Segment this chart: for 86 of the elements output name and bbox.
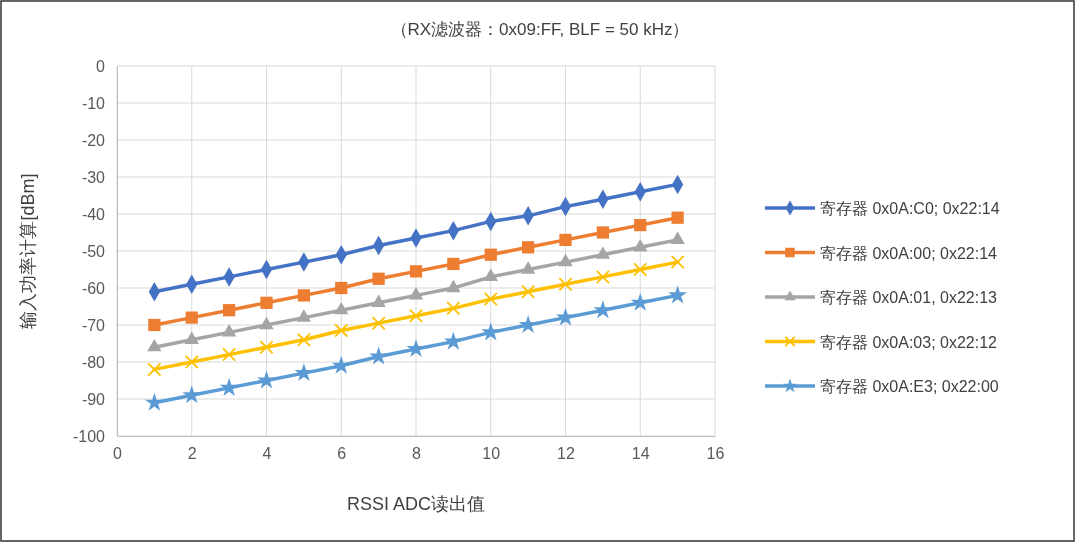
point xyxy=(593,300,613,319)
point xyxy=(147,362,162,377)
point xyxy=(221,324,237,337)
point xyxy=(522,241,535,254)
x-tick-label: 6 xyxy=(337,445,347,463)
point xyxy=(369,346,389,365)
point xyxy=(447,257,460,271)
point xyxy=(558,277,573,292)
y-tick-label: -80 xyxy=(81,353,106,371)
point xyxy=(148,318,161,332)
point xyxy=(294,363,314,382)
y-tick-label: -60 xyxy=(81,279,106,297)
point xyxy=(596,226,609,239)
x-tick-label: 0 xyxy=(113,445,123,463)
point xyxy=(634,218,647,232)
x-tick-label: 12 xyxy=(557,445,575,463)
point xyxy=(559,233,572,247)
point xyxy=(147,338,162,352)
point xyxy=(334,323,349,338)
y-tick-label: -90 xyxy=(81,390,106,408)
point xyxy=(670,255,685,270)
y-tick-label: -100 xyxy=(72,427,106,445)
point xyxy=(446,301,461,316)
y-tick-label: 0 xyxy=(96,57,106,75)
point xyxy=(633,262,648,277)
point xyxy=(443,331,463,350)
point xyxy=(372,272,385,285)
point xyxy=(671,211,684,224)
point xyxy=(182,385,202,404)
x-tick-label: 4 xyxy=(262,445,272,463)
point xyxy=(222,347,237,362)
point xyxy=(259,340,274,355)
x-tick-label: 16 xyxy=(706,445,725,463)
point xyxy=(331,355,351,374)
point xyxy=(481,322,501,341)
point xyxy=(446,279,461,293)
legend-label: 寄存器 0x0A:00; 0x22:14 xyxy=(820,244,998,262)
point xyxy=(259,316,274,330)
y-axis-title: 输入功率计算[dBm] xyxy=(18,173,38,329)
y-tick-label: -20 xyxy=(81,131,106,149)
y-tick-label: -40 xyxy=(81,205,106,223)
point xyxy=(483,268,498,282)
point xyxy=(184,354,199,370)
x-tick-label: 10 xyxy=(482,445,501,463)
point xyxy=(296,332,311,347)
point xyxy=(484,248,497,261)
point xyxy=(483,292,498,307)
point xyxy=(408,287,424,300)
legend-label: 寄存器 0x0A:E3; 0x22:00 xyxy=(820,378,999,395)
point xyxy=(521,284,536,299)
chart-title: （RX滤波器：0x09:FF, BLF = 50 kHz） xyxy=(390,20,690,39)
point xyxy=(144,392,164,411)
point xyxy=(297,289,310,302)
point xyxy=(184,331,199,344)
point xyxy=(520,261,536,274)
point xyxy=(633,238,648,252)
x-tick-label: 2 xyxy=(187,445,197,463)
point xyxy=(408,308,424,323)
x-tick-label: 8 xyxy=(412,445,422,463)
legend-label: 寄存器 0x0A:03; 0x22:12 xyxy=(820,333,998,351)
x-axis-title: RSSI ADC读出值 xyxy=(346,494,486,514)
y-tick-label: -50 xyxy=(81,242,106,260)
point xyxy=(630,292,650,311)
point xyxy=(219,378,239,396)
x-tick-label: 14 xyxy=(631,445,650,463)
point xyxy=(257,370,276,389)
y-tick-label: -70 xyxy=(81,316,106,334)
legend-label: 寄存器 0x0A:01, 0x22:13 xyxy=(820,289,998,306)
point xyxy=(371,316,386,331)
point xyxy=(595,269,610,284)
point xyxy=(334,301,349,315)
point xyxy=(260,296,273,309)
point xyxy=(558,253,573,267)
point xyxy=(335,281,348,295)
point xyxy=(556,307,575,326)
point xyxy=(595,246,611,259)
point xyxy=(223,304,236,317)
y-tick-label: -10 xyxy=(81,94,106,112)
point xyxy=(670,231,685,245)
point xyxy=(185,311,198,324)
point xyxy=(296,309,312,322)
point xyxy=(371,294,386,307)
point xyxy=(409,265,423,278)
point xyxy=(668,285,688,304)
legend-label: 寄存器 0x0A:C0; 0x22:14 xyxy=(820,200,1000,217)
y-tick-label: -30 xyxy=(81,168,106,186)
